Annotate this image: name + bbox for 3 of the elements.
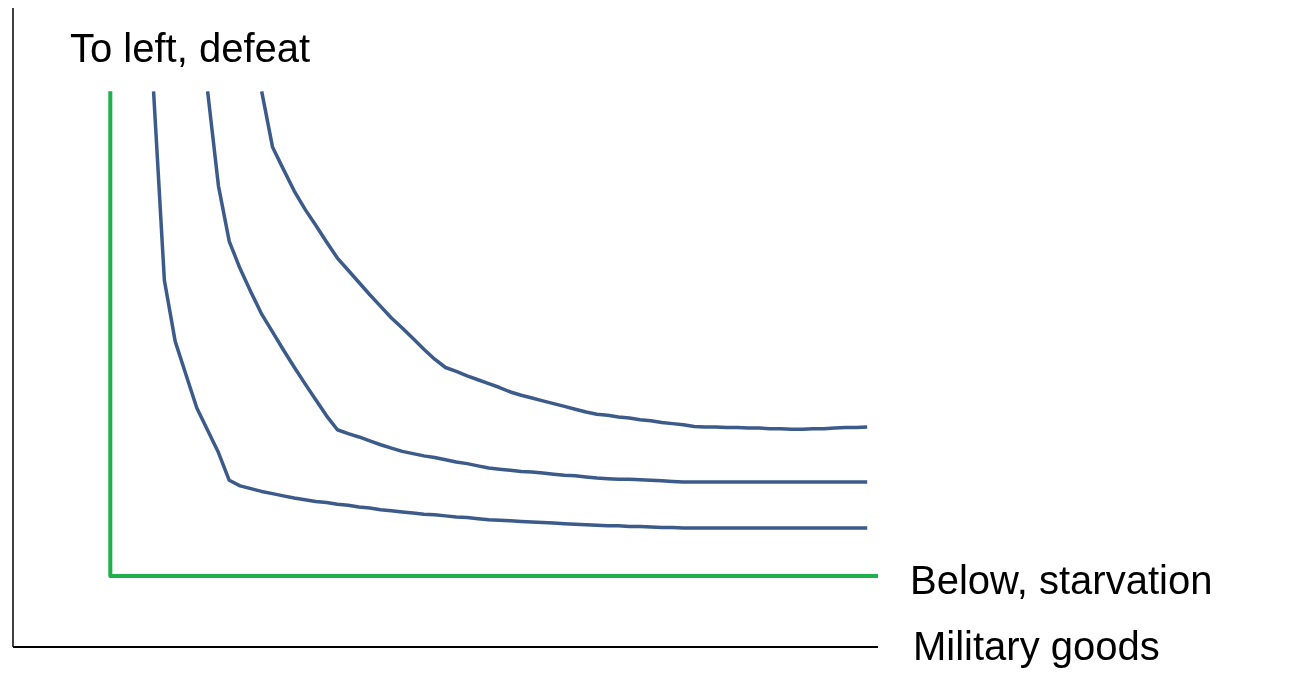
text: To left, defeat (70, 26, 311, 70)
text: Below, starvation (910, 558, 1213, 602)
x-axis-title: Military goods (913, 624, 1160, 668)
